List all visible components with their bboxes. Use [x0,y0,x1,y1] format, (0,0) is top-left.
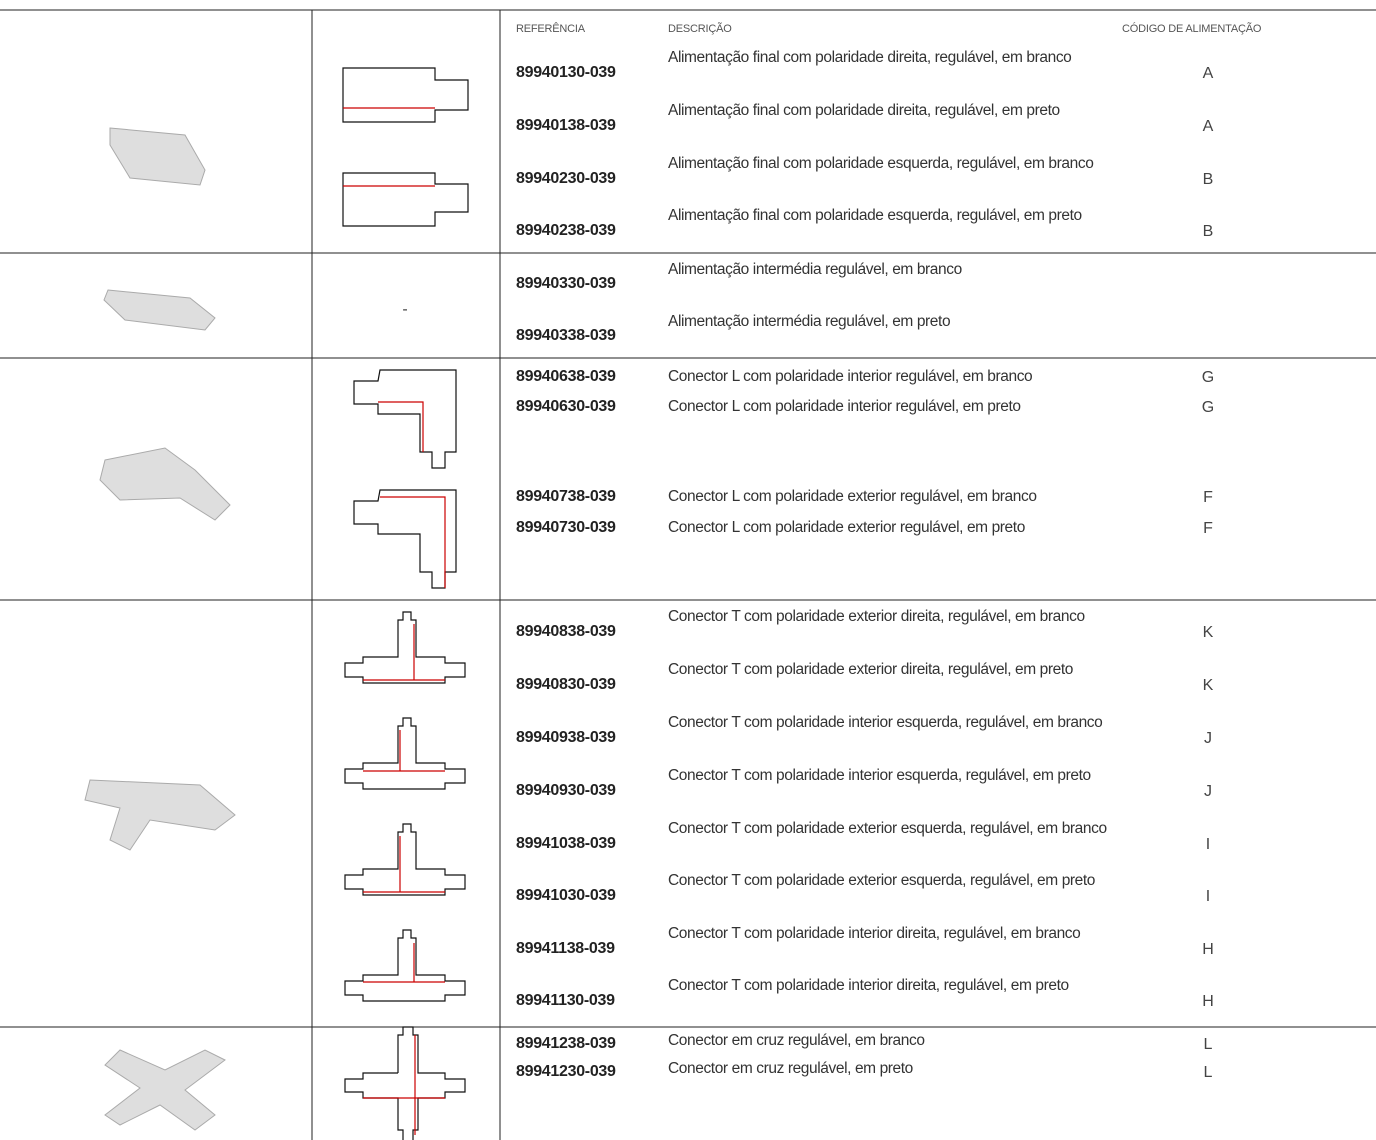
reference: 89941030-039 [516,887,616,904]
description: Conector L com polaridade exterior regul… [668,488,1037,505]
feed-code: J [1204,730,1212,747]
description: Conector L com polaridade interior regul… [668,368,1033,385]
reference: 89940638-039 [516,368,616,385]
reference: 89941130-039 [516,992,615,1009]
reference: 89940738-039 [516,488,616,505]
reference: 89940838-039 [516,623,616,640]
reference: 89940938-039 [516,729,616,746]
description: Conector em cruz regulável, em preto [668,1060,913,1077]
feed-code: B [1202,171,1214,188]
feed-code: B [1202,223,1214,240]
feed-code: I [1205,836,1211,853]
feed-code: J [1204,783,1212,800]
description: Conector T com polaridade interior direi… [668,977,1069,994]
feed-code: K [1202,624,1214,641]
description: Alimentação final com polaridade direita… [668,102,1060,119]
description: Conector T com polaridade exterior esque… [668,820,1107,837]
reference: 89940830-039 [516,676,616,693]
description: Conector em cruz regulável, em branco [668,1032,925,1049]
header-description: DESCRIÇÃO [668,23,732,35]
description: Conector T com polaridade interior direi… [668,925,1081,942]
feed-code: F [1203,489,1213,506]
description: Alimentação final com polaridade esquerd… [668,155,1094,172]
feed-code: G [1201,399,1215,416]
reference: 89940238-039 [516,222,616,239]
reference: 89940230-039 [516,170,616,187]
header-reference: REFERÊNCIA [516,23,585,35]
reference: 89941138-039 [516,940,615,957]
reference: 89940930-039 [516,782,616,799]
description: Conector L com polaridade exterior regul… [668,519,1025,536]
feed-code: A [1202,65,1214,82]
reference: 89940338-039 [516,327,616,344]
reference: 89941038-039 [516,835,616,852]
description: Conector L com polaridade interior regul… [668,398,1021,415]
feed-code: K [1202,677,1214,694]
feed-code: L [1203,1064,1213,1081]
reference: 89941238-039 [516,1035,616,1052]
feed-code: G [1201,369,1215,386]
drawing-placeholder: - [402,301,408,318]
feed-code: F [1203,520,1213,537]
reference: 89940630-039 [516,398,616,415]
description: Conector T com polaridade exterior direi… [668,608,1085,625]
description: Alimentação intermédia regulável, em bra… [668,261,962,278]
reference: 89940330-039 [516,275,616,292]
description: Alimentação final com polaridade direita… [668,49,1072,66]
feed-code: I [1205,888,1211,905]
description: Conector T com polaridade interior esque… [668,767,1091,784]
description: Alimentação final com polaridade esquerd… [668,207,1082,224]
reference: 89940138-039 [516,117,616,134]
description: Conector T com polaridade exterior esque… [668,872,1096,889]
reference: 89940130-039 [516,64,616,81]
description: Alimentação intermédia regulável, em pre… [668,313,951,330]
feed-code: L [1203,1036,1213,1053]
header-feed-code: CÓDIGO DE ALIMENTAÇÃO [1122,23,1262,35]
description: Conector T com polaridade exterior direi… [668,661,1074,678]
reference: 89940730-039 [516,519,616,536]
feed-code: H [1202,993,1214,1010]
feed-code: H [1202,941,1214,958]
description: Conector T com polaridade interior esque… [668,714,1103,731]
feed-code: A [1202,118,1214,135]
reference: 89941230-039 [516,1063,616,1080]
